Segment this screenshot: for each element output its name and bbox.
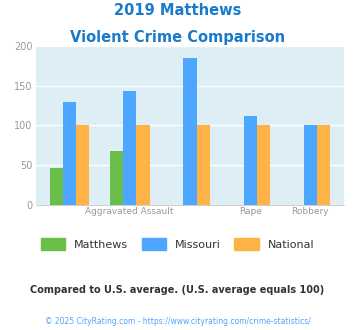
Bar	[197, 125, 210, 205]
Bar	[257, 125, 270, 205]
Bar	[136, 125, 149, 205]
Bar	[317, 125, 330, 205]
Bar	[110, 151, 123, 205]
Bar	[123, 91, 136, 205]
Bar	[183, 58, 197, 205]
Bar	[63, 102, 76, 205]
Bar	[244, 116, 257, 205]
Bar	[76, 125, 89, 205]
Text: Compared to U.S. average. (U.S. average equals 100): Compared to U.S. average. (U.S. average …	[31, 285, 324, 295]
Bar	[50, 168, 63, 205]
Text: Violent Crime Comparison: Violent Crime Comparison	[70, 30, 285, 45]
Legend: Matthews, Missouri, National: Matthews, Missouri, National	[37, 234, 318, 255]
Text: 2019 Matthews: 2019 Matthews	[114, 3, 241, 18]
Bar	[304, 125, 317, 205]
Text: © 2025 CityRating.com - https://www.cityrating.com/crime-statistics/: © 2025 CityRating.com - https://www.city…	[45, 317, 310, 326]
